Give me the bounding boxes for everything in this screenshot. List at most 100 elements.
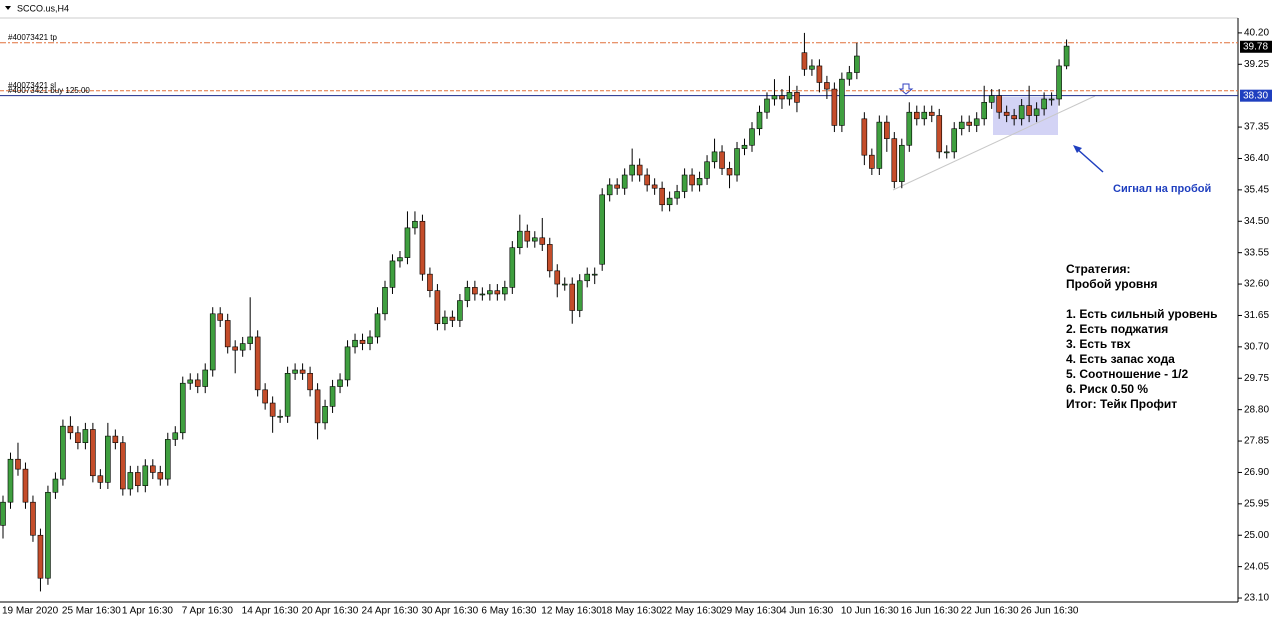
candle-body bbox=[232, 346, 238, 351]
candle-body bbox=[487, 290, 493, 295]
candle-body bbox=[1063, 45, 1070, 67]
candle-body bbox=[629, 164, 635, 176]
candle-body bbox=[801, 52, 808, 70]
candle-body bbox=[554, 270, 561, 285]
candle-body bbox=[105, 435, 111, 483]
candle-body bbox=[427, 273, 433, 291]
candle-body bbox=[262, 389, 268, 404]
x-tick-label: 30 Apr 16:30 bbox=[421, 606, 478, 617]
candle-body bbox=[711, 151, 718, 163]
candle-body bbox=[884, 121, 890, 139]
strategy-name: Пробой уровня bbox=[1066, 277, 1158, 291]
candle-body bbox=[194, 379, 201, 387]
candle-body bbox=[951, 128, 958, 153]
candle-body bbox=[172, 432, 179, 440]
candle-body bbox=[869, 154, 875, 169]
candle-body bbox=[591, 273, 598, 276]
candle-body bbox=[1041, 98, 1047, 110]
candle-body bbox=[322, 406, 328, 424]
candle-body bbox=[179, 382, 186, 434]
y-tick-label: 32.60 bbox=[1244, 279, 1269, 290]
order-label: #40073421 tp bbox=[8, 33, 57, 42]
candle-body bbox=[277, 415, 283, 418]
signal-pointer-head bbox=[1073, 145, 1082, 153]
candle-body bbox=[561, 283, 568, 286]
candle-body bbox=[0, 501, 6, 526]
x-tick-label: 18 May 16:30 bbox=[601, 606, 662, 617]
x-tick-label: 16 Jun 16:30 bbox=[901, 606, 959, 617]
candle-body bbox=[876, 121, 883, 169]
x-tick-label: 14 Apr 16:30 bbox=[242, 606, 299, 617]
strategy-point: 3. Есть твх bbox=[1066, 337, 1131, 351]
candle-body bbox=[966, 121, 973, 126]
y-tick-label: 28.80 bbox=[1244, 404, 1269, 415]
y-tick-label: 40.20 bbox=[1244, 28, 1269, 39]
candle-body bbox=[479, 293, 486, 296]
candle-body bbox=[37, 534, 44, 579]
x-tick-label: 10 Jun 16:30 bbox=[841, 606, 899, 617]
candle-body bbox=[389, 260, 396, 288]
strategy-point: 6. Риск 0.50 % bbox=[1066, 382, 1148, 396]
candle-body bbox=[15, 458, 21, 470]
candle-body bbox=[854, 55, 860, 73]
candle-body bbox=[681, 174, 688, 192]
candle-body bbox=[75, 432, 81, 444]
candle-body bbox=[382, 287, 388, 315]
x-tick-label: 25 Mar 16:30 bbox=[62, 606, 121, 617]
candle-body bbox=[457, 300, 463, 321]
candle-body bbox=[142, 465, 149, 486]
y-tick-label: 37.35 bbox=[1244, 122, 1269, 133]
price-label: 39.78 bbox=[1243, 41, 1268, 52]
candle-body bbox=[973, 118, 980, 126]
candle-body bbox=[135, 472, 141, 486]
candle-body bbox=[1011, 115, 1017, 120]
menu-icon[interactable] bbox=[5, 6, 11, 10]
candle-body bbox=[269, 402, 276, 417]
candle-body bbox=[614, 184, 620, 189]
candle-body bbox=[307, 372, 313, 391]
candle-body bbox=[981, 101, 987, 120]
candle-body bbox=[576, 280, 583, 311]
y-tick-label: 34.50 bbox=[1244, 216, 1269, 227]
candle-body bbox=[546, 244, 553, 272]
candle-body bbox=[584, 273, 591, 282]
x-tick-label: 1 Apr 16:30 bbox=[122, 606, 174, 617]
candle-body bbox=[771, 95, 778, 100]
candle-body bbox=[996, 95, 1002, 113]
candle-body bbox=[442, 316, 448, 325]
y-tick-label: 36.40 bbox=[1244, 153, 1269, 164]
candle-body bbox=[726, 168, 733, 176]
candle-body bbox=[419, 220, 426, 275]
candle-body bbox=[164, 439, 171, 480]
candle-body bbox=[816, 65, 823, 83]
candle-body bbox=[1048, 98, 1055, 101]
candle-body bbox=[651, 184, 658, 189]
signal-pointer bbox=[1075, 147, 1104, 173]
candle-body bbox=[666, 197, 673, 206]
candle-body bbox=[839, 78, 845, 126]
candle-body bbox=[704, 161, 710, 179]
candle-body bbox=[756, 111, 763, 130]
candle-body bbox=[1056, 65, 1062, 100]
candle-body bbox=[921, 111, 928, 120]
candle-body bbox=[861, 118, 868, 156]
candle-body bbox=[464, 287, 471, 301]
y-tick-label: 27.85 bbox=[1244, 436, 1269, 447]
signal-arrow-icon bbox=[898, 83, 914, 95]
y-tick-label: 25.95 bbox=[1244, 498, 1269, 509]
candle-body bbox=[367, 336, 373, 344]
y-tick-label: 30.70 bbox=[1244, 341, 1269, 352]
candle-body bbox=[30, 501, 36, 536]
candle-body bbox=[509, 247, 516, 288]
signal-label: Сигнал на пробой bbox=[1113, 183, 1211, 195]
candle-body bbox=[794, 92, 800, 103]
candle-body bbox=[314, 389, 321, 424]
candle-body bbox=[82, 429, 89, 444]
candle-body bbox=[7, 458, 14, 503]
x-tick-label: 7 Apr 16:30 bbox=[182, 606, 234, 617]
candle-body bbox=[569, 283, 576, 311]
candle-body bbox=[531, 237, 538, 242]
symbol-title: SCCO.us,H4 bbox=[17, 3, 69, 13]
candle-body bbox=[958, 121, 965, 130]
